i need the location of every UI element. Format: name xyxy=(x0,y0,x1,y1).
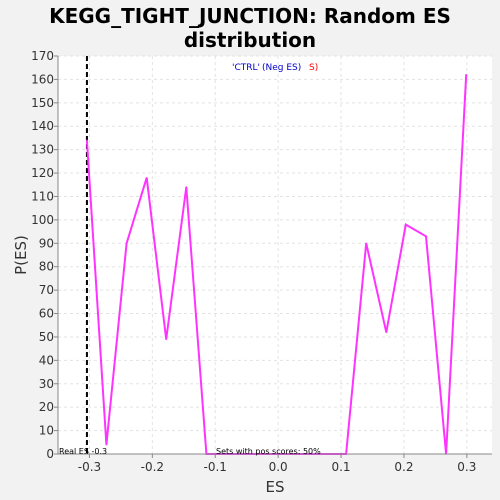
x-tick-label: 0.2 xyxy=(394,460,413,474)
es-data-point xyxy=(145,176,148,179)
plot-area xyxy=(58,56,492,454)
x-tick-label: -0.3 xyxy=(78,460,101,474)
legend-ctrl: 'CTRL' xyxy=(232,63,260,73)
y-tick-label: 130 xyxy=(31,143,54,157)
x-tick-label: -0.1 xyxy=(204,460,227,474)
x-axis-label: ES xyxy=(266,478,285,496)
y-tick-label: 50 xyxy=(39,330,54,344)
y-tick-label: 100 xyxy=(31,213,54,227)
es-data-point xyxy=(86,139,88,142)
y-tick-label: 90 xyxy=(39,236,54,250)
es-data-point xyxy=(185,186,188,188)
axes: 0 10 20 30 40 50 60 70 80 90 100 110 120 130 140 150 160… xyxy=(31,49,492,474)
es-data-point xyxy=(365,242,368,245)
x-tick-label: -0.2 xyxy=(141,460,164,474)
legend-neg-es: (Neg ES) xyxy=(262,63,301,73)
x-tick-label: 0.0 xyxy=(269,460,288,474)
y-tick-label: 170 xyxy=(31,49,54,63)
y-tick-label: 10 xyxy=(39,424,54,438)
y-tick-label: 110 xyxy=(31,189,54,203)
es-data-point xyxy=(165,338,167,341)
y-tick-label: 140 xyxy=(31,119,54,133)
y-tick-label: 160 xyxy=(31,72,54,86)
es-data-point xyxy=(385,331,388,334)
y-tick-label: 60 xyxy=(39,307,54,321)
y-tick-label: 30 xyxy=(39,377,54,391)
es-data-point xyxy=(125,242,128,245)
es-data-point xyxy=(425,235,427,238)
pos-scores-label: Sets with pos scores: 50% xyxy=(216,447,321,456)
y-tick-label: 20 xyxy=(39,400,54,414)
y-tick-label: 120 xyxy=(31,166,54,180)
y-tick-label: 150 xyxy=(31,96,54,110)
y-tick-label: 70 xyxy=(39,283,54,297)
legend-s: S) xyxy=(309,63,318,73)
es-data-point xyxy=(405,223,407,226)
chart-title-line-1: KEGG_TIGHT_JUNCTION: Random ES xyxy=(49,4,451,28)
x-tick-label: 0.3 xyxy=(457,460,476,474)
y-tick-label: 40 xyxy=(39,353,54,367)
chart-title-line-2: distribution xyxy=(183,28,317,52)
es-data-point xyxy=(465,73,468,76)
real-es-label: Real ES -0.3 xyxy=(59,447,107,456)
y-axis-label: P(ES) xyxy=(12,235,30,275)
y-tick-label: 80 xyxy=(39,260,54,274)
x-tick-label: 0.1 xyxy=(331,460,350,474)
grid xyxy=(58,55,492,454)
y-tick-label: 0 xyxy=(46,447,54,461)
es-data-point xyxy=(105,443,108,446)
